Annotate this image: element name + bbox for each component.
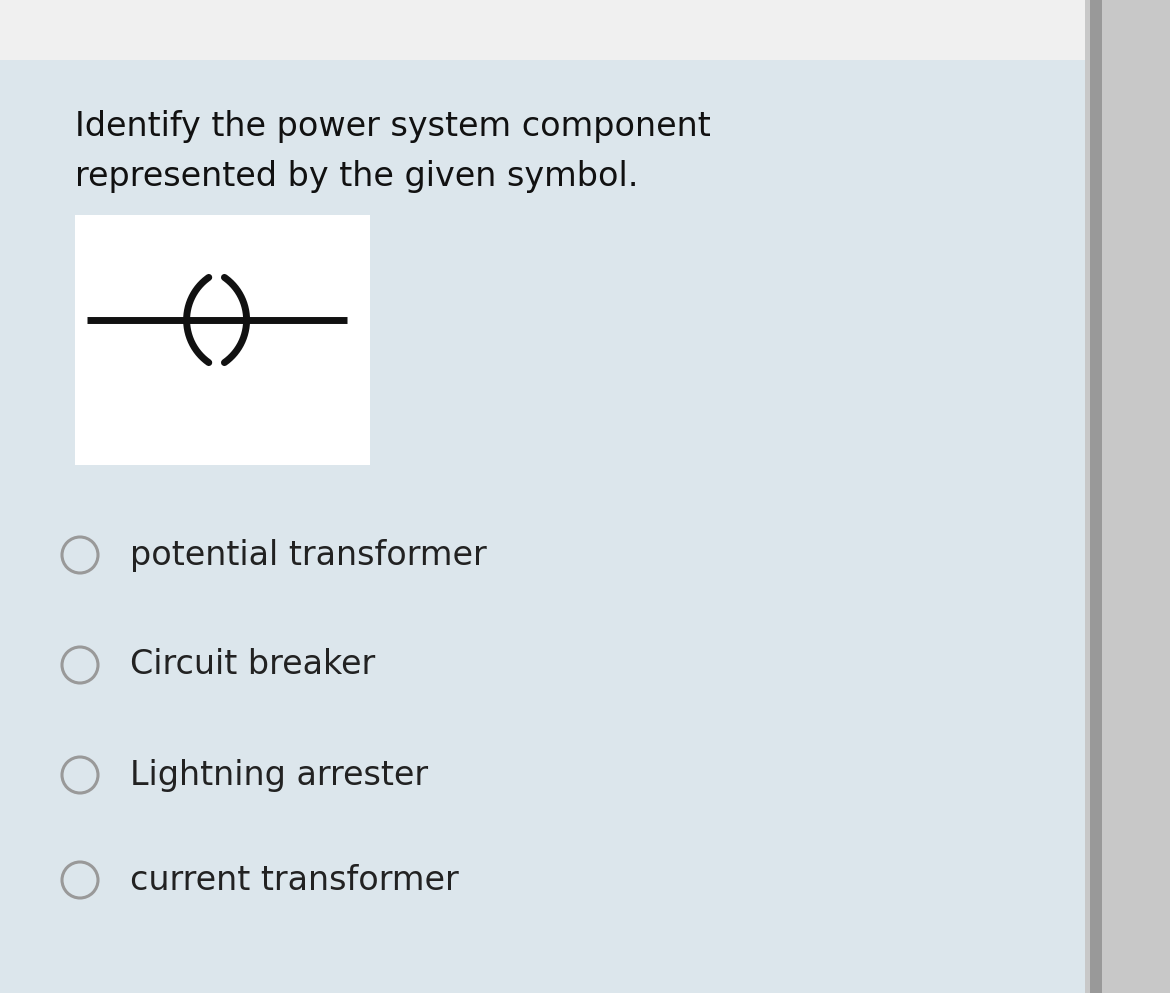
Text: potential transformer: potential transformer: [130, 538, 487, 572]
Bar: [75, 215, 370, 465]
Text: Lightning arrester: Lightning arrester: [130, 759, 428, 791]
Bar: [1090, 0, 1102, 993]
Text: Identify the power system component: Identify the power system component: [75, 110, 710, 143]
Bar: [0, 0, 1170, 60]
Bar: [1085, 0, 1170, 993]
Text: represented by the given symbol.: represented by the given symbol.: [75, 160, 639, 193]
Text: current transformer: current transformer: [130, 864, 459, 897]
Text: Circuit breaker: Circuit breaker: [130, 648, 376, 681]
